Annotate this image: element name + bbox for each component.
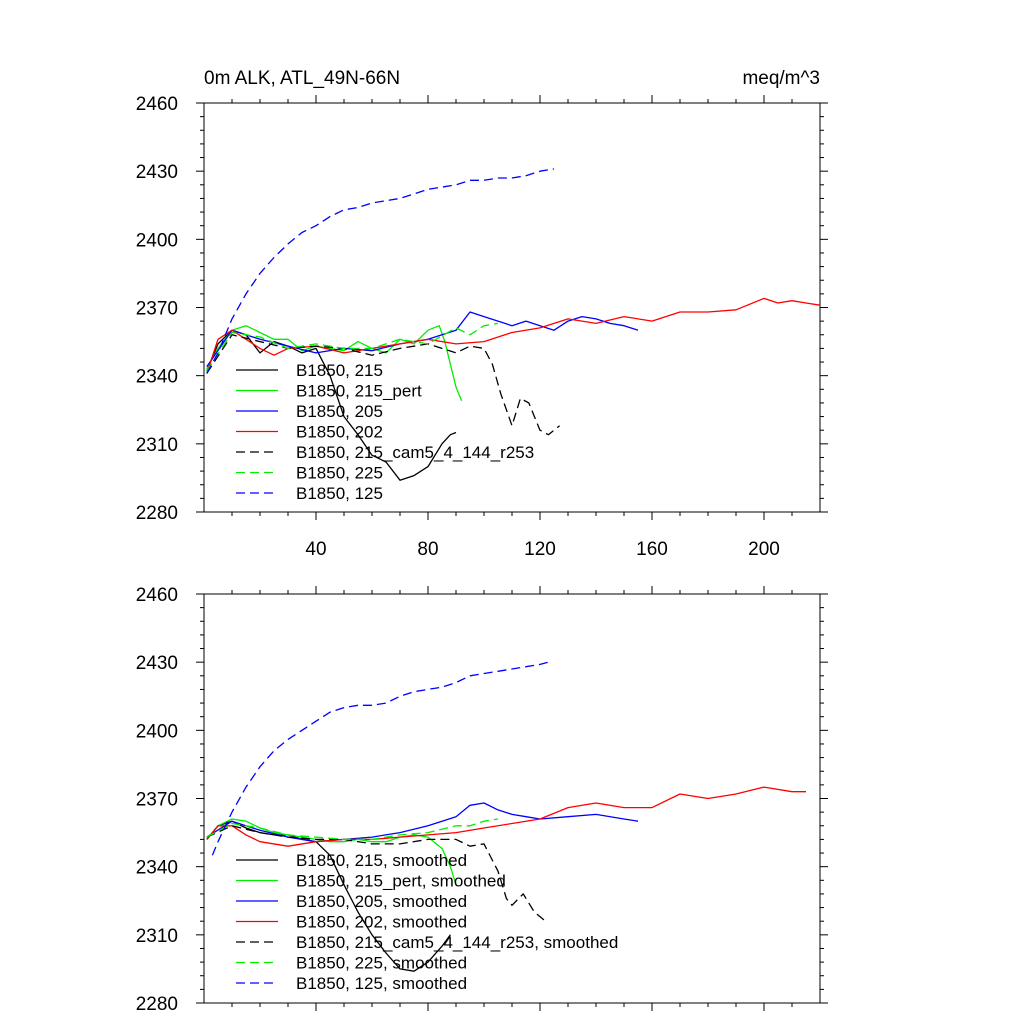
top-panel: 0m ALK, ATL_49N-66N meq/m^3 2280 2310 2340… — [136, 68, 828, 560]
y-tick-label: 2280 — [136, 503, 178, 524]
legend: B1850, 215, smoothed B1850, 215_pert, smo… — [236, 851, 618, 993]
legend-label: B1850, 215 — [296, 361, 383, 380]
y-tick-label: 2310 — [136, 435, 178, 456]
series-line-1 — [206, 329, 457, 481]
panel-title: 0m ALK, ATL_49N-66N — [204, 68, 400, 89]
x-tick-label: 120 — [524, 539, 556, 560]
series-line-3 — [206, 311, 639, 367]
legend-label: B1850, 205 — [296, 402, 383, 421]
series-line-7 — [211, 661, 549, 856]
axis-ticks: 2280 2310 2340 2370 2400 2430 2460 40 80 120 160 20… — [136, 94, 828, 560]
y-tick-label: 2430 — [136, 162, 178, 183]
legend-label: B1850, 215_cam5_4_144_r253, smoothed — [296, 933, 618, 952]
axis-ticks: 2280 2310 2340 2370 2400 2430 2460 — [136, 585, 828, 1015]
legend-label: B1850, 215_pert — [296, 382, 422, 401]
series-layer — [206, 168, 821, 481]
y-tick-label: 2400 — [136, 230, 178, 251]
legend-label: B1850, 202 — [296, 423, 383, 442]
legend-label: B1850, 205, smoothed — [296, 892, 467, 911]
y-tick-label: 2340 — [136, 858, 178, 879]
units-label: meq/m^3 — [742, 68, 820, 89]
y-tick-label: 2370 — [136, 790, 178, 811]
legend-label: B1850, 215, smoothed — [296, 851, 467, 870]
series-line-6 — [206, 818, 499, 841]
series-line-2 — [206, 325, 463, 401]
x-tick-label: 80 — [417, 539, 438, 560]
series-line-4 — [206, 297, 821, 374]
series-line-1 — [206, 820, 451, 972]
x-tick-label: 200 — [748, 539, 780, 560]
y-tick-label: 2310 — [136, 926, 178, 947]
series-line-5 — [206, 825, 547, 922]
y-tick-label: 2460 — [136, 585, 178, 606]
x-tick-label: 160 — [636, 539, 668, 560]
y-tick-label: 2400 — [136, 721, 178, 742]
y-tick-label: 2370 — [136, 299, 178, 320]
legend-label: B1850, 215_pert, smoothed — [296, 872, 506, 891]
x-tick-label: 40 — [305, 539, 326, 560]
series-line-5 — [206, 334, 561, 436]
y-tick-label: 2430 — [136, 653, 178, 674]
legend-label: B1850, 225, smoothed — [296, 954, 467, 973]
legend-label: B1850, 202, smoothed — [296, 913, 467, 932]
y-tick-label: 2340 — [136, 367, 178, 388]
legend-label: B1850, 225 — [296, 464, 383, 483]
series-line-6 — [206, 322, 499, 372]
legend-label: B1850, 215_cam5_4_144_r253 — [296, 443, 534, 462]
legend-label: B1850, 125 — [296, 484, 383, 503]
legend-label: B1850, 125, smoothed — [296, 974, 467, 993]
y-tick-label: 2280 — [136, 994, 178, 1015]
y-tick-label: 2460 — [136, 94, 178, 115]
series-line-2 — [206, 818, 457, 885]
series-line-7 — [206, 168, 555, 374]
series-line-4 — [206, 786, 806, 847]
series-layer — [206, 661, 806, 972]
bottom-panel: 2280 2310 2340 2370 2400 2430 2460 B1850, 215,… — [136, 585, 828, 1015]
